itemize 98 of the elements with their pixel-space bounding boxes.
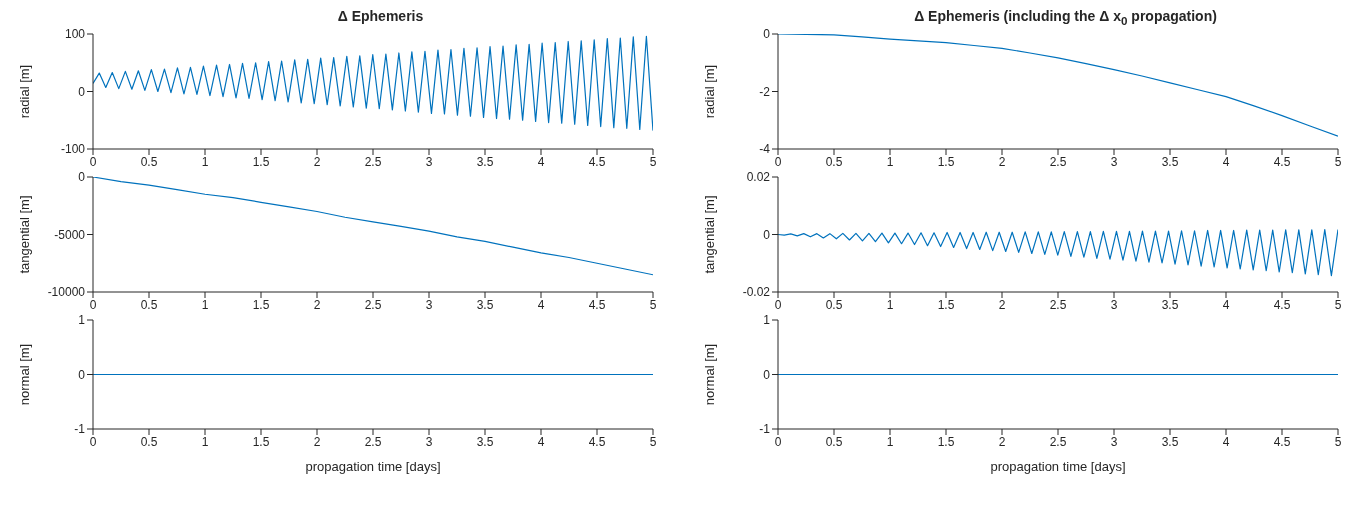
- x-tick-label: 1.5: [252, 154, 270, 169]
- x-tick-label: 2.5: [364, 297, 382, 312]
- y-tick-label: 0: [78, 170, 86, 185]
- x-tick-label: 2: [313, 154, 321, 169]
- x-tick-label: 0.5: [140, 154, 158, 169]
- y-axis-title: tangential [m]: [701, 195, 717, 274]
- y-tick-label: 0.02: [746, 170, 771, 185]
- x-tick-label: 0: [89, 297, 97, 312]
- y-axis-title: tangential [m]: [16, 195, 32, 274]
- x-tick-label: 2.5: [364, 154, 382, 169]
- x-tick-label: 0.5: [140, 434, 158, 449]
- x-tick-label: 4: [1222, 297, 1230, 312]
- x-tick-label: 0: [89, 434, 97, 449]
- x-tick-label: 4.5: [1273, 434, 1291, 449]
- x-tick-label: 4: [1222, 434, 1230, 449]
- x-tick-label: 2: [998, 434, 1006, 449]
- y-tick-label: -100: [60, 142, 86, 157]
- x-tick-label: 1.5: [937, 154, 955, 169]
- x-tick-label: 4.5: [588, 434, 606, 449]
- x-tick-label: 2: [998, 297, 1006, 312]
- x-tick-label: 2.5: [1049, 434, 1067, 449]
- x-tick-label: 1: [886, 434, 894, 449]
- x-tick-label: 3: [425, 434, 433, 449]
- x-tick-label: 0.5: [140, 297, 158, 312]
- line-series: [93, 35, 653, 132]
- y-axis-title: normal [m]: [16, 343, 32, 406]
- y-tick-label: 0: [763, 367, 771, 382]
- x-tick-label: 5: [649, 297, 657, 312]
- y-tick-label: -1: [74, 422, 86, 437]
- x-tick-label: 0.5: [825, 154, 843, 169]
- x-tick-label: 4.5: [588, 154, 606, 169]
- x-tick-label: 4: [537, 434, 545, 449]
- line-series: [778, 229, 1338, 277]
- x-tick-label: 4.5: [588, 297, 606, 312]
- x-tick-label: 0: [89, 154, 97, 169]
- x-tick-label: 3.5: [476, 154, 494, 169]
- x-tick-label: 1.5: [937, 297, 955, 312]
- x-tick-label: 2: [313, 434, 321, 449]
- y-tick-label: 100: [64, 27, 86, 42]
- y-tick-label: -1: [759, 422, 771, 437]
- x-axis-title: propagation time [days]: [305, 459, 441, 474]
- line-series: [93, 177, 653, 276]
- x-tick-label: 3.5: [1161, 154, 1179, 169]
- x-tick-label: 5: [649, 434, 657, 449]
- x-tick-label: 5: [1334, 297, 1342, 312]
- x-tick-label: 3: [425, 154, 433, 169]
- y-tick-label: 0: [78, 367, 86, 382]
- x-tick-label: 1: [886, 297, 894, 312]
- y-tick-label: -5000: [54, 227, 86, 242]
- x-tick-label: 3: [1110, 297, 1118, 312]
- x-tick-label: 2.5: [1049, 297, 1067, 312]
- x-tick-label: 1.5: [937, 434, 955, 449]
- x-tick-label: 4: [1222, 154, 1230, 169]
- y-tick-label: -4: [759, 142, 771, 157]
- y-axis-title: normal [m]: [701, 343, 717, 406]
- x-tick-label: 3: [1110, 154, 1118, 169]
- x-tick-label: 0.5: [825, 434, 843, 449]
- x-tick-label: 4: [537, 297, 545, 312]
- chart-title: Δ Ephemeris (including the Δ x$_{0}$ propagation): [913, 8, 1218, 28]
- y-tick-label: -0.02: [742, 285, 771, 300]
- line-series: [778, 34, 1338, 137]
- x-tick-label: 0: [774, 434, 782, 449]
- x-tick-label: 1.5: [252, 297, 270, 312]
- y-tick-label: 1: [78, 313, 86, 328]
- x-tick-label: 3.5: [1161, 434, 1179, 449]
- x-tick-label: 5: [1334, 154, 1342, 169]
- x-tick-label: 1: [201, 154, 209, 169]
- x-tick-label: 5: [1334, 434, 1342, 449]
- x-tick-label: 2.5: [364, 434, 382, 449]
- x-tick-label: 3: [425, 297, 433, 312]
- chart-title: Δ Ephemeris: [336, 8, 425, 26]
- y-axis-title: radial [m]: [701, 64, 717, 119]
- y-tick-label: 1: [763, 313, 771, 328]
- y-axis-title: radial [m]: [16, 64, 32, 119]
- x-tick-label: 0: [774, 297, 782, 312]
- x-tick-label: 4: [537, 154, 545, 169]
- x-tick-label: 3: [1110, 434, 1118, 449]
- y-tick-label: -2: [759, 84, 771, 99]
- x-tick-label: 3.5: [476, 297, 494, 312]
- y-tick-label: 0: [78, 84, 86, 99]
- x-tick-label: 0: [774, 154, 782, 169]
- x-tick-label: 4.5: [1273, 154, 1291, 169]
- x-tick-label: 3.5: [476, 434, 494, 449]
- x-tick-label: 5: [649, 154, 657, 169]
- y-tick-label: -10000: [47, 285, 86, 300]
- x-tick-label: 3.5: [1161, 297, 1179, 312]
- x-tick-label: 2.5: [1049, 154, 1067, 169]
- y-tick-label: 0: [763, 227, 771, 242]
- y-tick-label: 0: [763, 27, 771, 42]
- x-tick-label: 2: [998, 154, 1006, 169]
- x-tick-label: 1: [201, 297, 209, 312]
- x-tick-label: 0.5: [825, 297, 843, 312]
- x-tick-label: 1: [886, 154, 894, 169]
- x-axis-title: propagation time [days]: [990, 459, 1126, 474]
- x-tick-label: 1.5: [252, 434, 270, 449]
- x-tick-label: 4.5: [1273, 297, 1291, 312]
- x-tick-label: 2: [313, 297, 321, 312]
- x-tick-label: 1: [201, 434, 209, 449]
